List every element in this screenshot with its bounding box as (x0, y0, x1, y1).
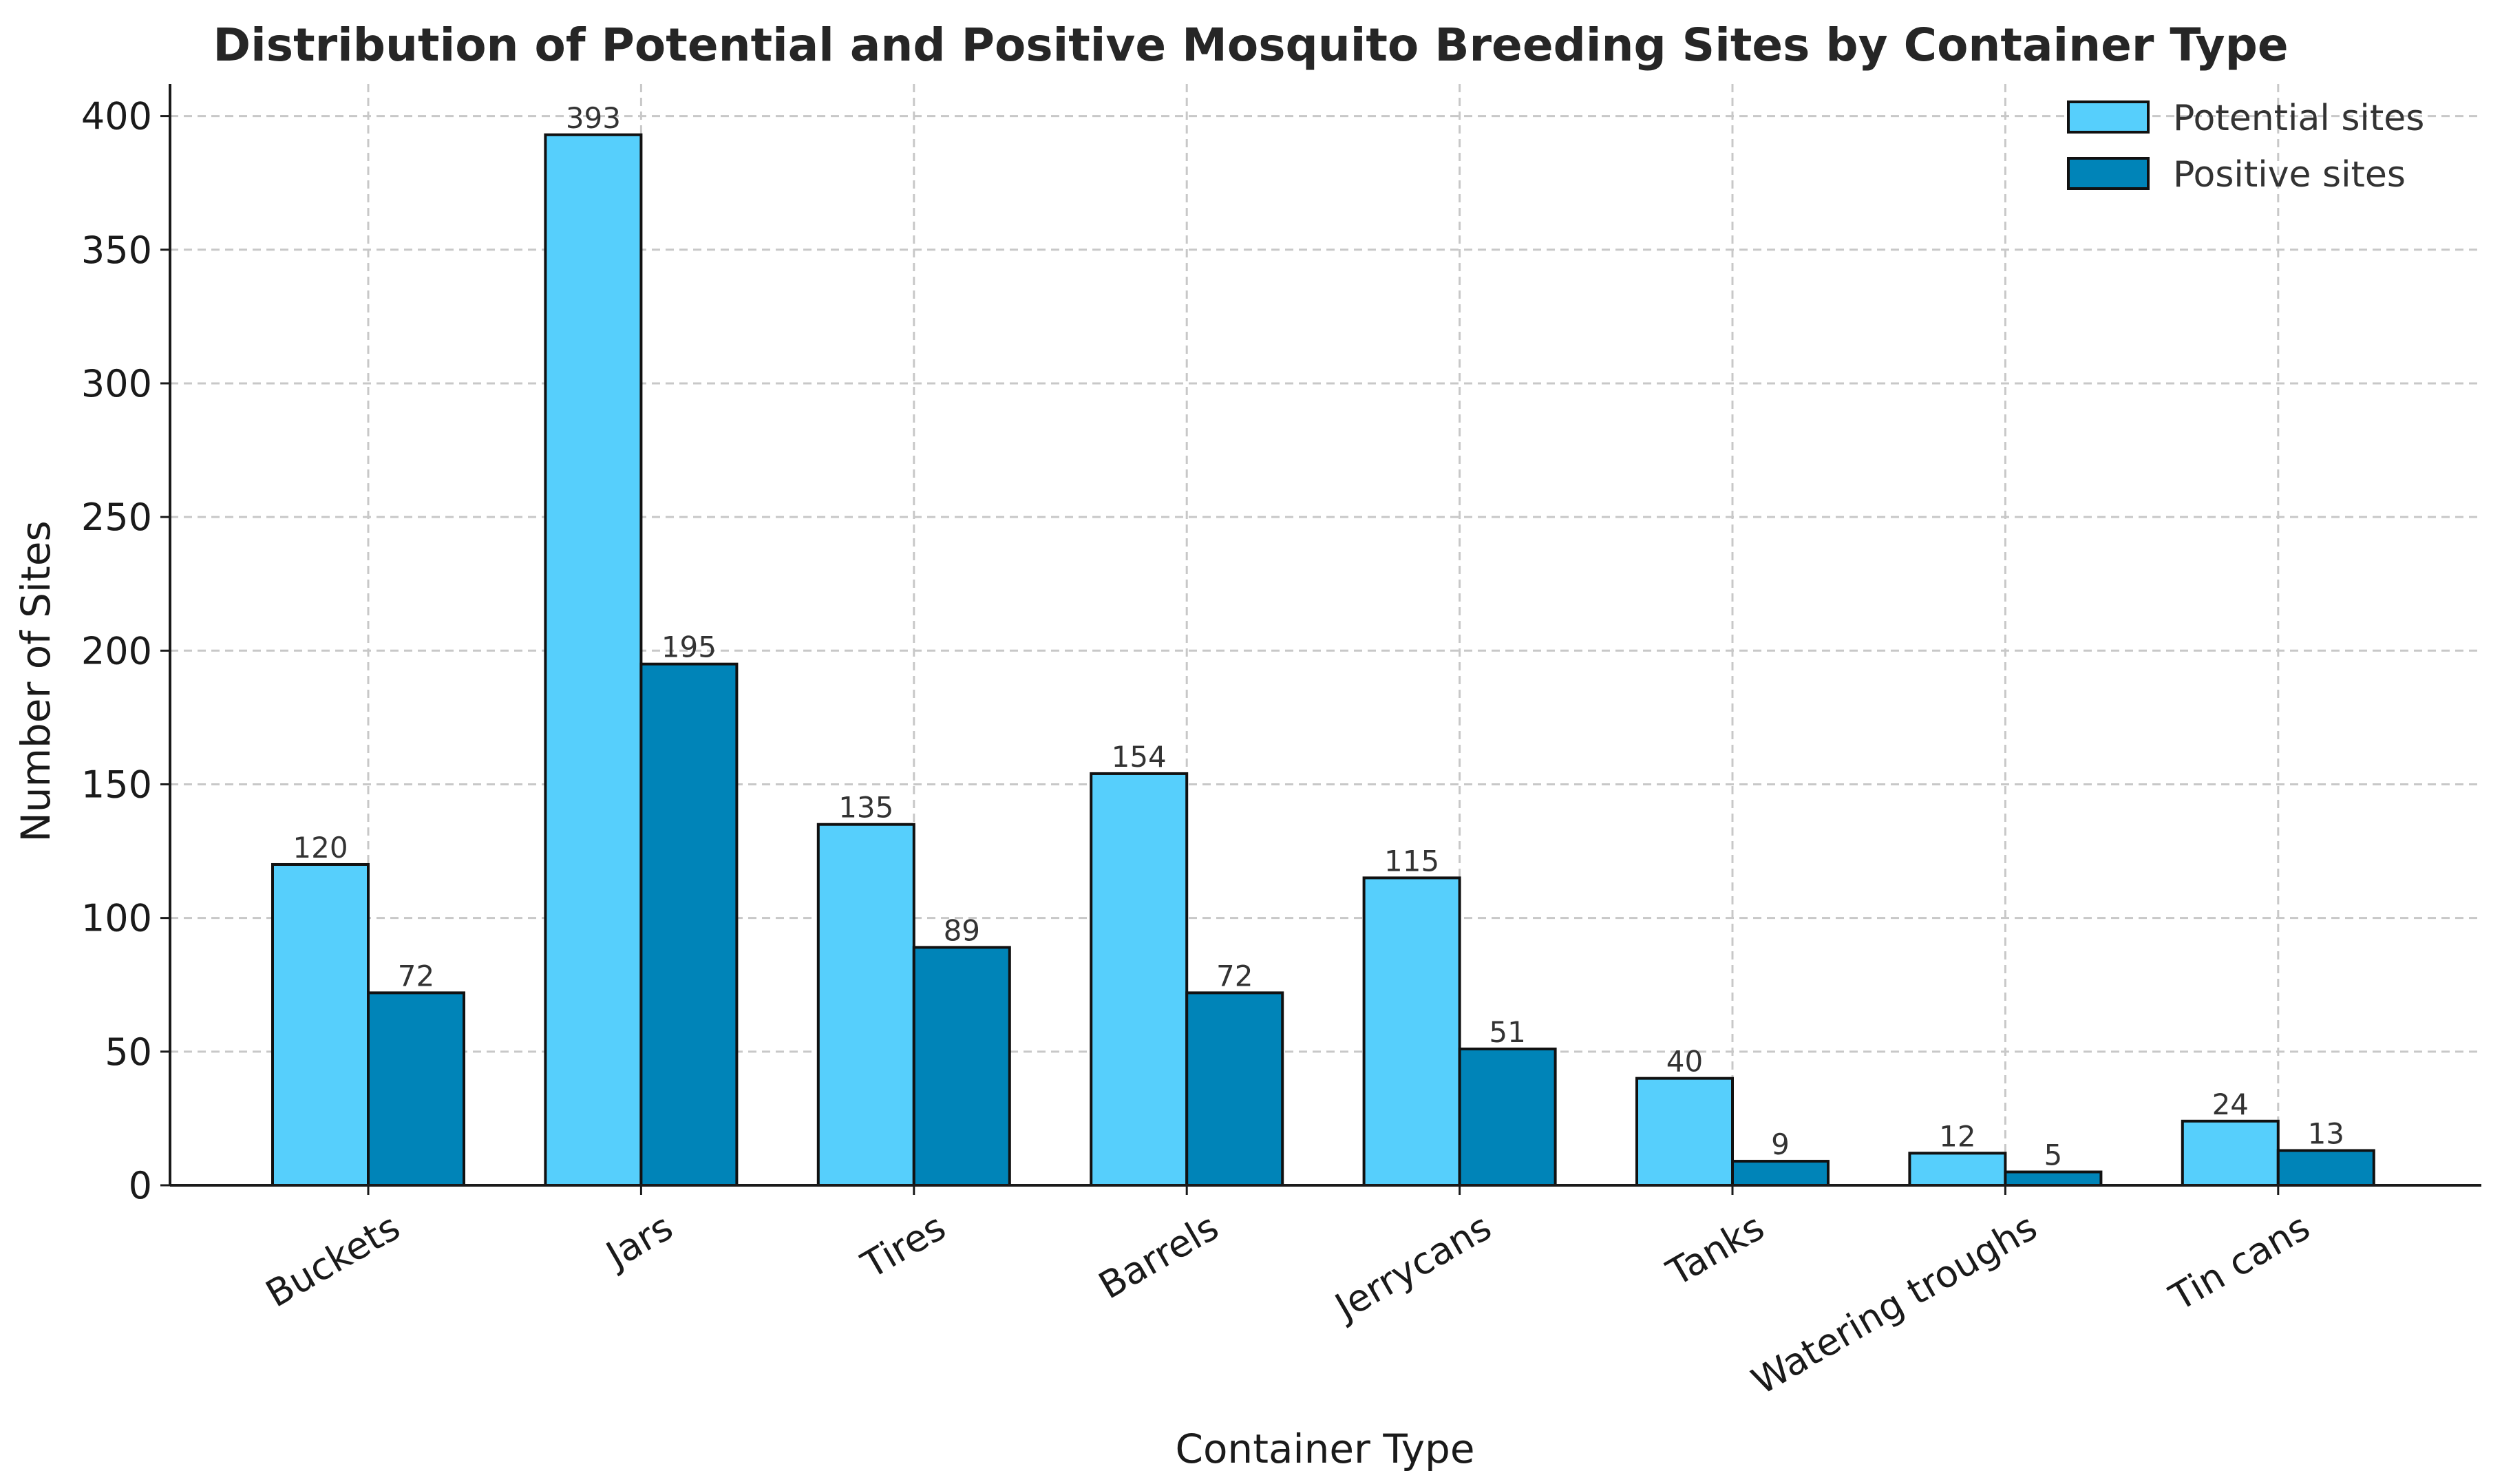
bar-potential-jerrycans (1362, 876, 1461, 1187)
x-tick-label: Tanks (1660, 1205, 1772, 1295)
bars-layer (271, 133, 2375, 1187)
data-label: 195 (661, 630, 717, 664)
legend-label: Potential sites (2173, 98, 2424, 139)
x-tick-label: Jerrycans (1326, 1205, 1498, 1330)
bar-potential-watering-troughs (1908, 1152, 2007, 1187)
bar-potential-barrels (1090, 772, 1189, 1187)
legend-swatch (2067, 157, 2150, 190)
y-tick-label: 150 (81, 763, 152, 806)
x-tick-label: Watering troughs (1744, 1205, 2044, 1403)
x-tick-label: Jars (597, 1205, 680, 1278)
x-tick-label: Barrels (1092, 1205, 1226, 1308)
bar-potential-tanks (1635, 1077, 1734, 1187)
bar-positive-tanks (1731, 1160, 1830, 1187)
bar-potential-jars (544, 133, 643, 1187)
data-label: 120 (293, 831, 348, 865)
legend-swatch (2067, 100, 2150, 134)
bar-positive-tires (912, 946, 1011, 1187)
data-label: 13 (2308, 1117, 2344, 1151)
bar-potential-buckets (271, 862, 370, 1187)
data-label: 393 (566, 101, 621, 135)
x-tick-label: Tin cans (2162, 1205, 2317, 1319)
y-axis-title: Number of Sites (12, 520, 59, 842)
data-label: 5 (2044, 1138, 2063, 1172)
bar-positive-jerrycans (1458, 1047, 1557, 1187)
legend: Potential sites Positive sites (2067, 98, 2424, 195)
data-label: 72 (1216, 959, 1253, 993)
data-label: 72 (398, 959, 434, 993)
chart-title: Distribution of Potential and Positive M… (213, 19, 2288, 72)
bar-potential-tires (816, 823, 915, 1187)
y-tick-label: 100 (81, 897, 152, 940)
y-tick-label: 50 (105, 1030, 152, 1074)
bar-positive-tin-cans (2276, 1149, 2375, 1187)
data-label: 24 (2212, 1088, 2249, 1121)
bar-positive-buckets (367, 991, 465, 1187)
y-tick-label: 250 (81, 496, 152, 539)
y-tick-label: 200 (81, 629, 152, 672)
x-tick-label: Tires (854, 1205, 953, 1287)
y-tick-label: 400 (81, 95, 152, 138)
data-label: 89 (944, 913, 980, 947)
data-label: 12 (1939, 1119, 1975, 1153)
data-label: 135 (838, 791, 893, 825)
x-tick-label: Buckets (259, 1205, 407, 1316)
y-tick-label: 0 (129, 1164, 152, 1207)
data-label: 115 (1384, 844, 1439, 878)
axes-layer: 0 50 100 150 200 250 300 350 400 Buckets Jars Tires… (81, 84, 2481, 1403)
data-label: 9 (1771, 1127, 1790, 1161)
bar-positive-barrels (1185, 991, 1284, 1187)
legend-label: Positive sites (2173, 154, 2406, 195)
grid-layer (170, 84, 2481, 1187)
bar-positive-watering-troughs (2004, 1170, 2103, 1187)
bar-potential-tin-cans (2181, 1119, 2280, 1187)
data-label: 154 (1112, 740, 1167, 774)
bar-positive-jars (639, 662, 739, 1187)
x-axis-title: Container Type (1175, 1425, 1474, 1472)
data-label: 51 (1489, 1015, 1525, 1049)
data-label: 40 (1666, 1045, 1703, 1079)
data-labels-layer: 120 393 135 154 115 40 12 24 72 195 89 72 51 9 5 13 (293, 101, 2344, 1172)
y-tick-label: 300 (81, 362, 152, 405)
y-tick-label: 350 (81, 229, 152, 272)
